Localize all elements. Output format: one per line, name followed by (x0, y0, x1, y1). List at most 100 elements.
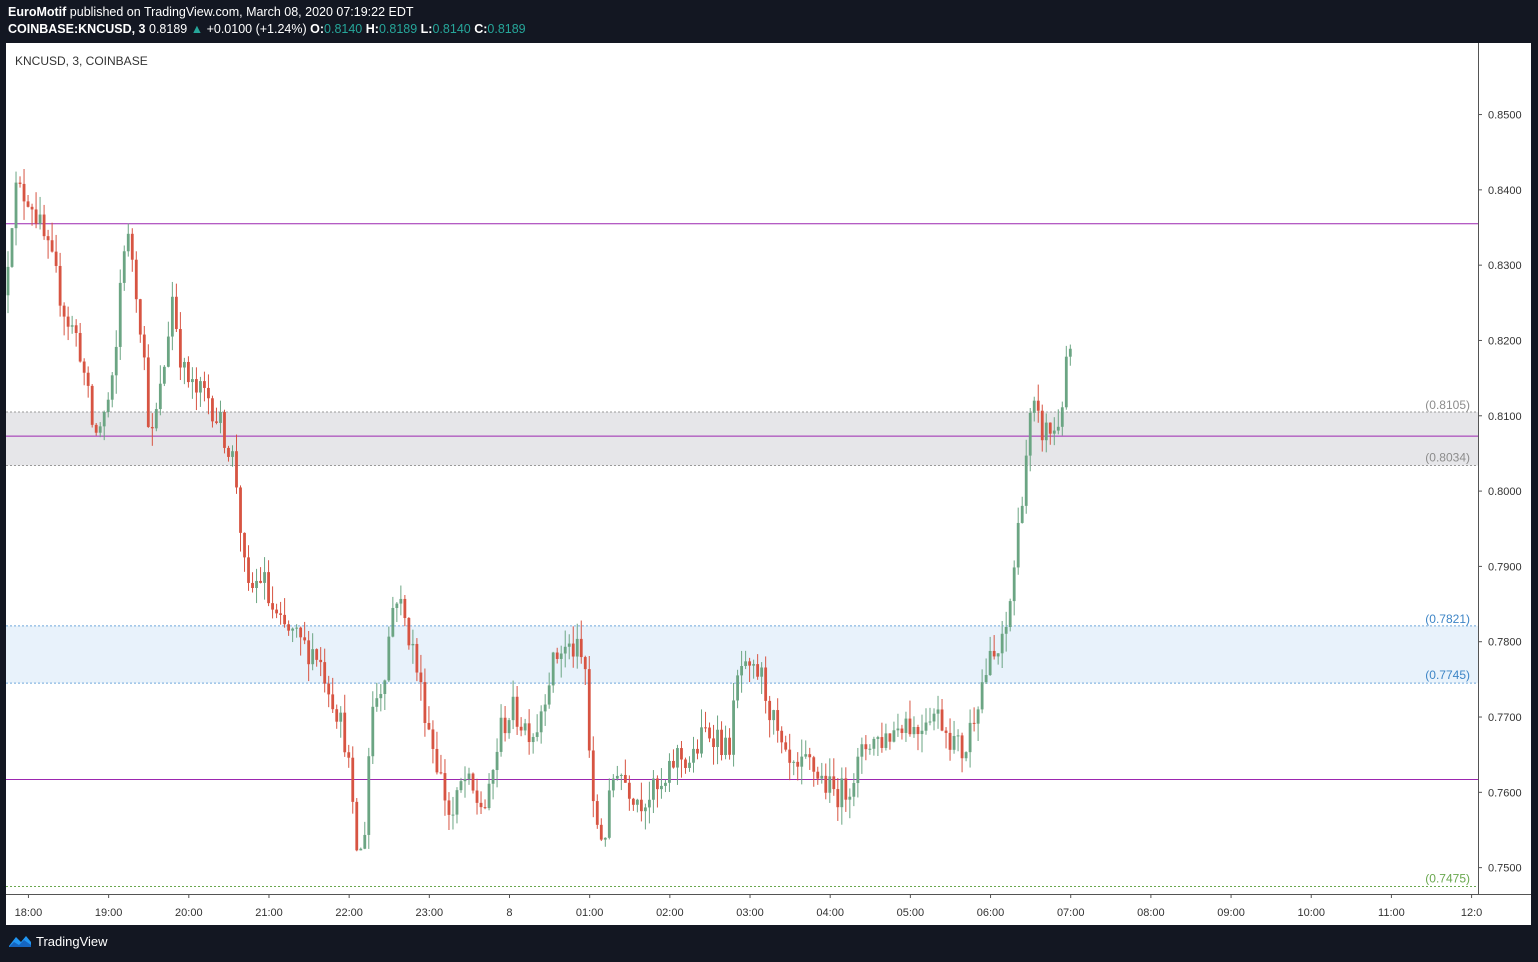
symbol-label: COINBASE:KNCUSD, 3 (8, 22, 146, 36)
candle-body (635, 799, 639, 805)
candle-body (1056, 426, 1060, 431)
candle-body (619, 774, 623, 776)
candle-body (716, 729, 719, 748)
candle-body (18, 182, 22, 184)
candle-body (736, 675, 739, 701)
close-value: 0.8189 (487, 22, 526, 36)
tradingview-logo-icon (9, 936, 31, 947)
high-label: H: (365, 22, 379, 36)
candle-body (383, 680, 387, 694)
candle-body (14, 182, 18, 229)
candle-body (523, 723, 527, 731)
candle-body (423, 682, 427, 723)
candle-body (86, 372, 90, 386)
publish-info: published on TradingView.com, March 08, … (66, 5, 414, 19)
tradingview-brand-label: TradingView (36, 933, 108, 949)
candle-body (162, 366, 166, 384)
candle-body (808, 754, 812, 758)
candle-body (1040, 410, 1044, 441)
candle-body (684, 759, 687, 768)
candle-body (451, 814, 455, 816)
candle-body (720, 729, 723, 756)
candle-body (591, 750, 595, 802)
candle-body (976, 709, 980, 724)
candle-body (62, 305, 66, 317)
price-chart[interactable]: 0.8500 0.8400 0.8300 0.8200 0.8100 0.8000 0.79… (6, 43, 1531, 925)
candle-body (904, 718, 908, 733)
candle-body (696, 748, 699, 754)
candle-body (776, 710, 780, 731)
candle-body (676, 748, 679, 768)
candle-body (852, 783, 856, 797)
candle-body (515, 696, 519, 727)
candle-body (78, 332, 82, 362)
price-tick-label: 0.8400 (1488, 185, 1522, 197)
candle-body (491, 770, 495, 784)
candle-body (1000, 633, 1004, 654)
last-price: 0.8189 (149, 22, 188, 36)
time-tick-label: 04:00 (816, 907, 844, 919)
candle-body (166, 336, 170, 367)
candle-body (387, 636, 391, 681)
time-tick-label: 18:00 (15, 907, 43, 919)
high-value: 0.8189 (378, 22, 418, 36)
candle-body (447, 800, 451, 815)
candle-body (503, 717, 507, 734)
time-tick-label: 05:00 (897, 907, 925, 919)
time-tick-label: 07:00 (1057, 907, 1085, 919)
candle-body (1008, 601, 1012, 628)
candle-body (178, 329, 182, 368)
candle-body (174, 296, 178, 330)
chart-header: EuroMotif published on TradingView.com, … (8, 4, 526, 37)
candle-body (34, 209, 38, 224)
candle-body (575, 638, 579, 657)
candle-body (10, 228, 14, 267)
candle-body (964, 752, 968, 759)
candle-body (571, 643, 575, 657)
candle-body (122, 251, 126, 283)
candle-body (643, 807, 647, 812)
candle-body (888, 733, 892, 742)
candle-body (247, 557, 250, 583)
candle-body (255, 580, 258, 589)
candle-body (844, 778, 848, 800)
price-tick-label: 0.8300 (1488, 260, 1522, 272)
candle-body (351, 757, 355, 802)
candle-body (1012, 567, 1016, 602)
candle-body (760, 667, 764, 677)
candle-body (419, 672, 423, 683)
candle-body (459, 781, 463, 791)
low-label: L: (420, 22, 433, 36)
candle-body (664, 782, 667, 786)
candle-body (567, 643, 571, 647)
price-tick-label: 0.8000 (1488, 486, 1522, 498)
candle-body (307, 640, 311, 665)
candle-body (615, 775, 619, 779)
time-tick-label: 10:00 (1297, 907, 1325, 919)
candle-body (912, 726, 916, 735)
author-name[interactable]: EuroMotif (8, 5, 67, 19)
candle-body (948, 732, 952, 750)
candle-body (579, 638, 583, 658)
candle-body (1036, 400, 1040, 411)
candle-body (551, 652, 555, 686)
candle-body (872, 738, 876, 749)
candle-body (114, 346, 118, 376)
chart-area[interactable]: 0.8500 0.8400 0.8300 0.8200 0.8100 0.8000 0.79… (6, 43, 1531, 925)
candle-body (856, 756, 860, 784)
candle-body (704, 727, 707, 729)
candle-body (908, 718, 912, 735)
zone-bottom-label: (0.7745) (1425, 668, 1470, 682)
candle-body (138, 299, 142, 335)
footer-brand[interactable]: TradingView (8, 933, 108, 949)
candle-body (455, 790, 459, 815)
candle-body (367, 756, 371, 835)
candle-body (611, 778, 615, 791)
candle-body (656, 778, 659, 790)
candle-body (431, 729, 435, 749)
candle-body (668, 760, 671, 783)
candle-body (992, 650, 996, 657)
candle-body (315, 649, 319, 660)
candle-body (1024, 455, 1028, 506)
candle-body (215, 421, 218, 423)
